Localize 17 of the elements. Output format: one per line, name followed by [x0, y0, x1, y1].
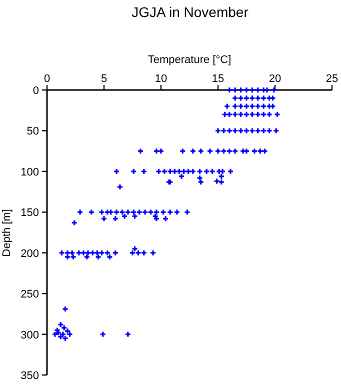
x-tick-label: 15 [212, 73, 224, 85]
x-axis-title: Temperature [°C] [148, 54, 232, 66]
x-tick-label: 25 [326, 73, 338, 85]
y-tick-label: 50 [26, 126, 39, 138]
x-tick-label: 0 [44, 73, 50, 85]
chart-title: JGJA in November [132, 4, 249, 20]
y-tick-label: 350 [20, 370, 39, 382]
y-tick-label: 0 [32, 85, 39, 97]
y-tick-label: 150 [20, 207, 39, 220]
y-tick-label: 200 [20, 248, 39, 260]
y-axis-title: Depth [m] [1, 209, 13, 257]
x-tick-label: 5 [100, 73, 108, 85]
y-tick-label: 250 [20, 288, 39, 301]
x-tick-label: 10 [154, 73, 168, 85]
y-tick-label: 300 [20, 329, 39, 342]
x-tick-label: 20 [268, 73, 282, 85]
y-tick-label: 100 [20, 166, 39, 178]
